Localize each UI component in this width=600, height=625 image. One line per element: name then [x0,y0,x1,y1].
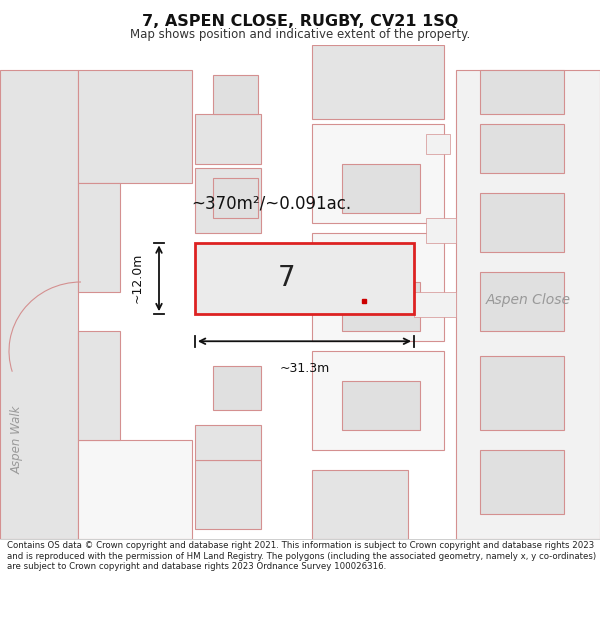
Bar [456,69,600,539]
Bar [342,282,420,331]
Text: Aspen Close: Aspen Close [486,292,571,307]
Bar [480,193,564,253]
Bar [78,69,192,183]
Bar [480,69,564,114]
Bar [312,351,444,450]
Bar [213,178,258,217]
Bar [195,425,261,460]
Bar [0,69,78,539]
Text: Aspen Walk: Aspen Walk [10,406,23,474]
Text: ~370m²/~0.091ac.: ~370m²/~0.091ac. [191,194,352,212]
Bar [480,356,564,430]
Text: ~12.0m: ~12.0m [131,253,144,304]
Bar [195,460,261,529]
Bar [195,242,414,314]
Bar [195,114,261,164]
Bar [342,381,420,430]
Text: 7: 7 [278,264,296,292]
Bar [480,124,564,173]
Text: Contains OS data © Crown copyright and database right 2021. This information is : Contains OS data © Crown copyright and d… [7,541,596,571]
Bar [426,217,456,242]
Bar [195,168,261,232]
Bar [414,292,456,316]
Bar [78,331,120,440]
Text: ~31.3m: ~31.3m [280,362,329,375]
Bar [312,124,444,222]
Bar [342,164,420,213]
Bar [426,134,450,154]
Text: 7, ASPEN CLOSE, RUGBY, CV21 1SQ: 7, ASPEN CLOSE, RUGBY, CV21 1SQ [142,14,458,29]
Bar [213,366,261,411]
Text: Map shows position and indicative extent of the property.: Map shows position and indicative extent… [130,28,470,41]
Bar [312,232,444,341]
Bar [480,450,564,514]
Bar [480,272,564,331]
Bar [312,469,408,539]
Bar [312,45,444,119]
Bar [78,183,120,292]
Bar [78,440,192,539]
Bar [213,74,258,114]
